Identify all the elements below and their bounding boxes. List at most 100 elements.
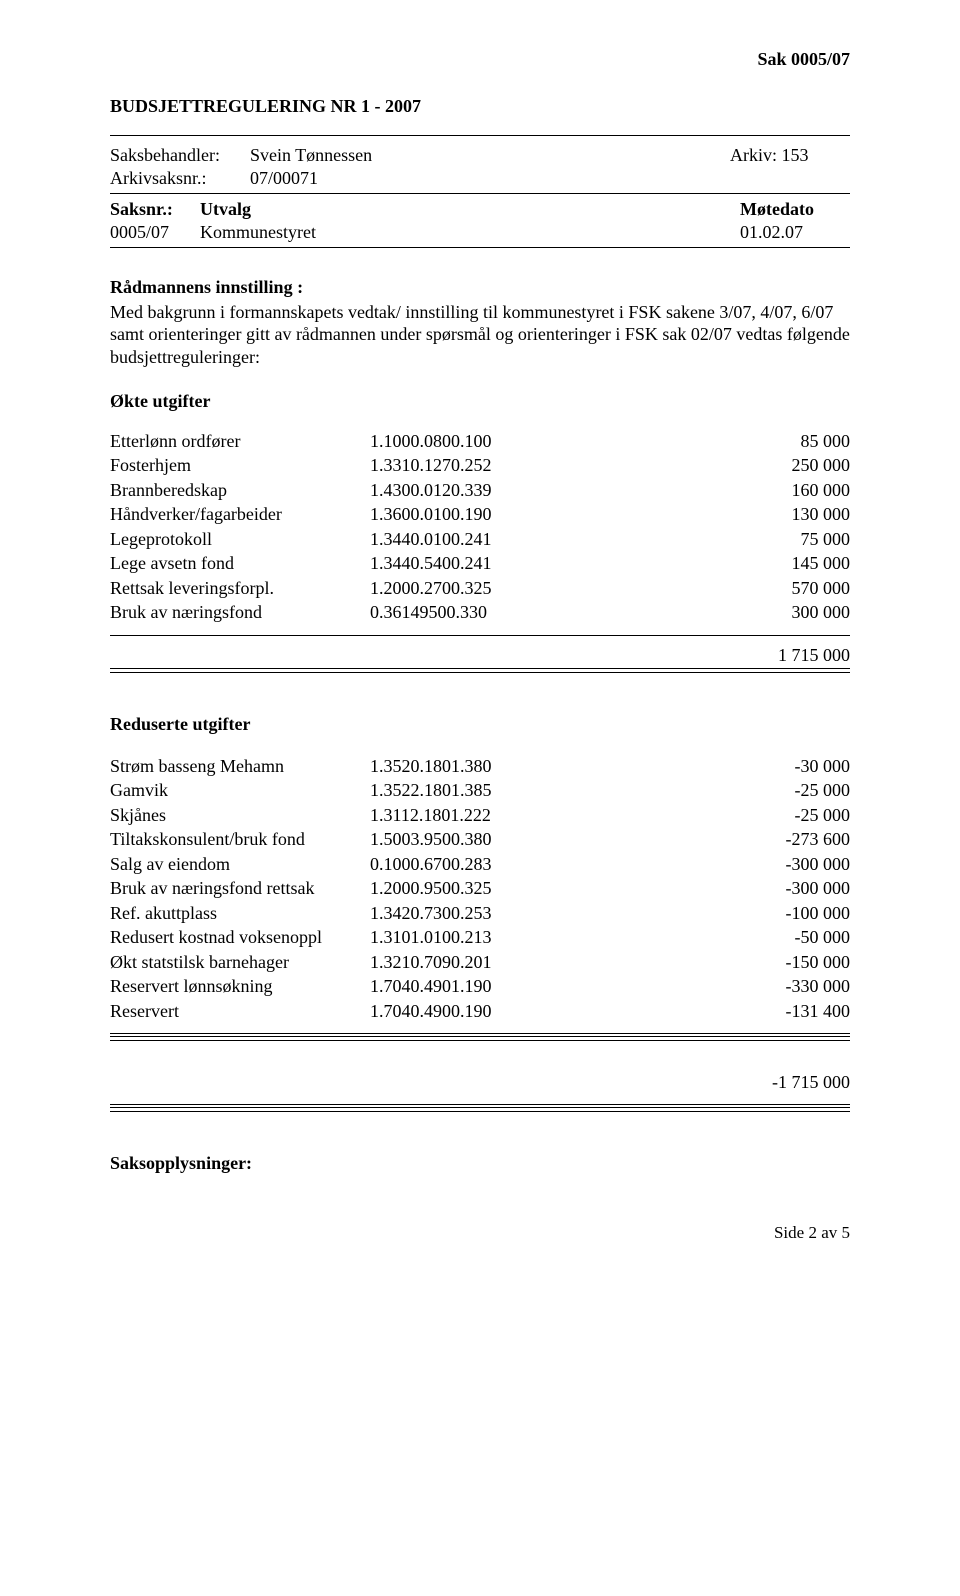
row-label: Gamvik: [110, 778, 370, 803]
table-row: Ref. akuttplass1.3420.7300.253-100 000: [110, 901, 850, 926]
reduserte-table: Strøm basseng Mehamn1.3520.1801.380-30 0…: [110, 754, 850, 1024]
table-row: Etterlønn ordfører1.1000.0800.10085 000: [110, 429, 850, 454]
table-row: Strøm basseng Mehamn1.3520.1801.380-30 0…: [110, 754, 850, 779]
motedato-value: 01.02.07: [740, 221, 850, 244]
row-code: 0.1000.6700.283: [370, 852, 630, 877]
row-code: 1.3440.5400.241: [370, 551, 630, 576]
divider: [110, 135, 850, 136]
divider: [110, 193, 850, 194]
row-label: Lege avsetn fond: [110, 551, 370, 576]
case-number-header: Sak 0005/07: [110, 48, 850, 71]
arkiv-label: Arkiv: 153: [730, 144, 850, 167]
row-label: Ref. akuttplass: [110, 901, 370, 926]
sum-rule: [110, 635, 850, 636]
row-label: Etterlønn ordfører: [110, 429, 370, 454]
table-row: Fosterhjem1.3310.1270.252250 000: [110, 453, 850, 478]
reduserte-total: -1 715 000: [110, 1071, 850, 1094]
row-code: 1.3420.7300.253: [370, 901, 630, 926]
row-label: Reservert: [110, 999, 370, 1024]
table-row: Reservert lønnsøkning1.7040.4901.190-330…: [110, 974, 850, 999]
row-amount: -300 000: [630, 852, 850, 877]
sum-rule: [110, 1104, 850, 1105]
saksbehandler-value: Svein Tønnessen: [250, 144, 730, 167]
row-code: 1.1000.0800.100: [370, 429, 630, 454]
table-row: Bruk av næringsfond0.36149500.330300 000: [110, 600, 850, 625]
sum-rule-double: [110, 1107, 850, 1112]
page-title: BUDSJETTREGULERING NR 1 - 2007: [110, 95, 850, 118]
row-code: 1.7040.4900.190: [370, 999, 630, 1024]
case-info-block: Saksbehandler: Svein Tønnessen Arkiv: 15…: [110, 144, 850, 189]
row-amount: -150 000: [630, 950, 850, 975]
row-amount: 300 000: [630, 600, 850, 625]
row-code: 1.2000.9500.325: [370, 876, 630, 901]
innstilling-heading: Rådmannens innstilling :: [110, 276, 850, 299]
row-amount: -300 000: [630, 876, 850, 901]
table-row: Salg av eiendom0.1000.6700.283-300 000: [110, 852, 850, 877]
row-amount: -131 400: [630, 999, 850, 1024]
row-amount: 85 000: [630, 429, 850, 454]
table-row: Legeprotokoll1.3440.0100.24175 000: [110, 527, 850, 552]
row-code: 1.4300.0120.339: [370, 478, 630, 503]
table-row: Rettsak leveringsforpl.1.2000.2700.32557…: [110, 576, 850, 601]
row-amount: 145 000: [630, 551, 850, 576]
row-label: Rettsak leveringsforpl.: [110, 576, 370, 601]
saksbehandler-label: Saksbehandler:: [110, 144, 250, 167]
motedato-header: Møtedato: [740, 198, 850, 221]
row-label: Redusert kostnad voksenoppl: [110, 925, 370, 950]
row-amount: 130 000: [630, 502, 850, 527]
arkivsaksnr-value: 07/00071: [250, 167, 730, 190]
row-code: 1.3522.1801.385: [370, 778, 630, 803]
sum-rule: [110, 1033, 850, 1034]
row-label: Bruk av næringsfond: [110, 600, 370, 625]
arkivsaksnr-label: Arkivsaksnr.:: [110, 167, 250, 190]
page-footer: Side 2 av 5: [110, 1222, 850, 1243]
row-label: Skjånes: [110, 803, 370, 828]
row-code: 1.3210.7090.201: [370, 950, 630, 975]
row-code: 1.3600.0100.190: [370, 502, 630, 527]
row-amount: 160 000: [630, 478, 850, 503]
table-row: Skjånes1.3112.1801.222-25 000: [110, 803, 850, 828]
row-code: 1.3440.0100.241: [370, 527, 630, 552]
row-code: 1.5003.9500.380: [370, 827, 630, 852]
utvalg-header: Utvalg: [200, 198, 740, 221]
table-row: Redusert kostnad voksenoppl1.3101.0100.2…: [110, 925, 850, 950]
sum-rule-double: [110, 668, 850, 673]
divider: [110, 247, 850, 248]
table-row: Bruk av næringsfond rettsak1.2000.9500.3…: [110, 876, 850, 901]
row-code: 1.3520.1801.380: [370, 754, 630, 779]
table-row: Gamvik1.3522.1801.385-25 000: [110, 778, 850, 803]
row-code: 1.2000.2700.325: [370, 576, 630, 601]
row-label: Strøm basseng Mehamn: [110, 754, 370, 779]
row-label: Fosterhjem: [110, 453, 370, 478]
saksnr-header: Saksnr.:: [110, 198, 200, 221]
row-label: Legeprotokoll: [110, 527, 370, 552]
table-row: Brannberedskap1.4300.0120.339160 000: [110, 478, 850, 503]
row-amount: -25 000: [630, 803, 850, 828]
row-amount: -330 000: [630, 974, 850, 999]
row-amount: -30 000: [630, 754, 850, 779]
row-label: Tiltakskonsulent/bruk fond: [110, 827, 370, 852]
row-amount: -273 600: [630, 827, 850, 852]
table-row: Økt statstilsk barnehager1.3210.7090.201…: [110, 950, 850, 975]
row-amount: 75 000: [630, 527, 850, 552]
row-label: Brannberedskap: [110, 478, 370, 503]
row-amount: -25 000: [630, 778, 850, 803]
okte-table: Etterlønn ordfører1.1000.0800.10085 000F…: [110, 429, 850, 625]
row-amount: -100 000: [630, 901, 850, 926]
row-label: Håndverker/fagarbeider: [110, 502, 370, 527]
saksopplysninger-heading: Saksopplysninger:: [110, 1152, 850, 1175]
innstilling-body: Med bakgrunn i formannskapets vedtak/ in…: [110, 301, 850, 369]
okte-total: 1 715 000: [110, 638, 850, 667]
row-amount: -50 000: [630, 925, 850, 950]
row-code: 1.7040.4901.190: [370, 974, 630, 999]
row-code: 1.3112.1801.222: [370, 803, 630, 828]
row-code: 0.36149500.330: [370, 600, 630, 625]
table-row: Tiltakskonsulent/bruk fond1.5003.9500.38…: [110, 827, 850, 852]
row-code: 1.3310.1270.252: [370, 453, 630, 478]
row-amount: 570 000: [630, 576, 850, 601]
row-label: Salg av eiendom: [110, 852, 370, 877]
row-amount: 250 000: [630, 453, 850, 478]
saksnr-value: 0005/07: [110, 221, 200, 244]
sum-rule-double: [110, 1036, 850, 1041]
utvalg-value: Kommunestyret: [200, 221, 740, 244]
